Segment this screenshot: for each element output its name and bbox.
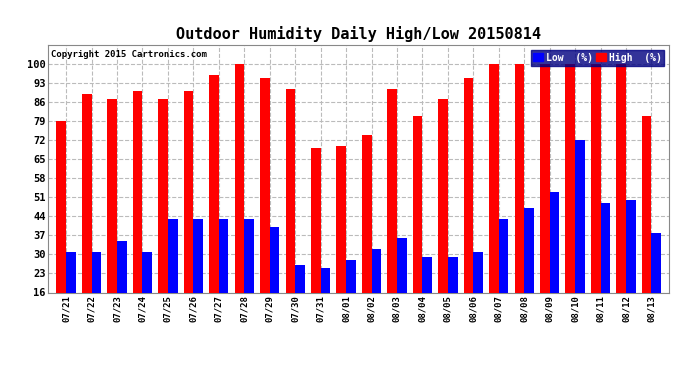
Bar bbox=[362, 135, 371, 336]
Bar bbox=[566, 64, 575, 336]
Bar bbox=[260, 78, 270, 336]
Bar bbox=[387, 88, 397, 336]
Bar bbox=[550, 192, 560, 336]
Title: Outdoor Humidity Daily High/Low 20150814: Outdoor Humidity Daily High/Low 20150814 bbox=[177, 27, 541, 42]
Bar bbox=[651, 232, 661, 336]
Bar bbox=[626, 200, 635, 336]
Bar bbox=[473, 252, 483, 336]
Bar bbox=[600, 203, 610, 336]
Bar bbox=[448, 257, 457, 336]
Bar bbox=[142, 252, 152, 336]
Bar bbox=[397, 238, 406, 336]
Bar bbox=[219, 219, 228, 336]
Bar bbox=[489, 64, 499, 336]
Bar bbox=[371, 249, 381, 336]
Bar bbox=[168, 219, 177, 336]
Bar bbox=[66, 252, 76, 336]
Bar bbox=[235, 64, 244, 336]
Bar bbox=[132, 91, 142, 336]
Bar bbox=[108, 99, 117, 336]
Legend: Low  (%), High  (%): Low (%), High (%) bbox=[531, 50, 664, 66]
Bar bbox=[515, 64, 524, 336]
Bar bbox=[575, 140, 585, 336]
Bar bbox=[591, 64, 600, 336]
Bar bbox=[82, 94, 92, 336]
Bar bbox=[311, 148, 321, 336]
Bar bbox=[286, 88, 295, 336]
Bar bbox=[244, 219, 254, 336]
Bar bbox=[270, 227, 279, 336]
Bar bbox=[524, 208, 534, 336]
Bar bbox=[295, 265, 305, 336]
Bar bbox=[92, 252, 101, 336]
Bar bbox=[438, 99, 448, 336]
Bar bbox=[499, 219, 509, 336]
Bar bbox=[117, 241, 127, 336]
Bar bbox=[540, 64, 550, 336]
Bar bbox=[642, 116, 651, 336]
Bar bbox=[346, 260, 356, 336]
Bar bbox=[422, 257, 432, 336]
Bar bbox=[616, 64, 626, 336]
Bar bbox=[413, 116, 422, 336]
Bar bbox=[337, 146, 346, 336]
Bar bbox=[464, 78, 473, 336]
Bar bbox=[193, 219, 203, 336]
Bar bbox=[158, 99, 168, 336]
Bar bbox=[209, 75, 219, 336]
Bar bbox=[321, 268, 331, 336]
Bar bbox=[57, 121, 66, 336]
Bar bbox=[184, 91, 193, 336]
Text: Copyright 2015 Cartronics.com: Copyright 2015 Cartronics.com bbox=[51, 50, 207, 59]
